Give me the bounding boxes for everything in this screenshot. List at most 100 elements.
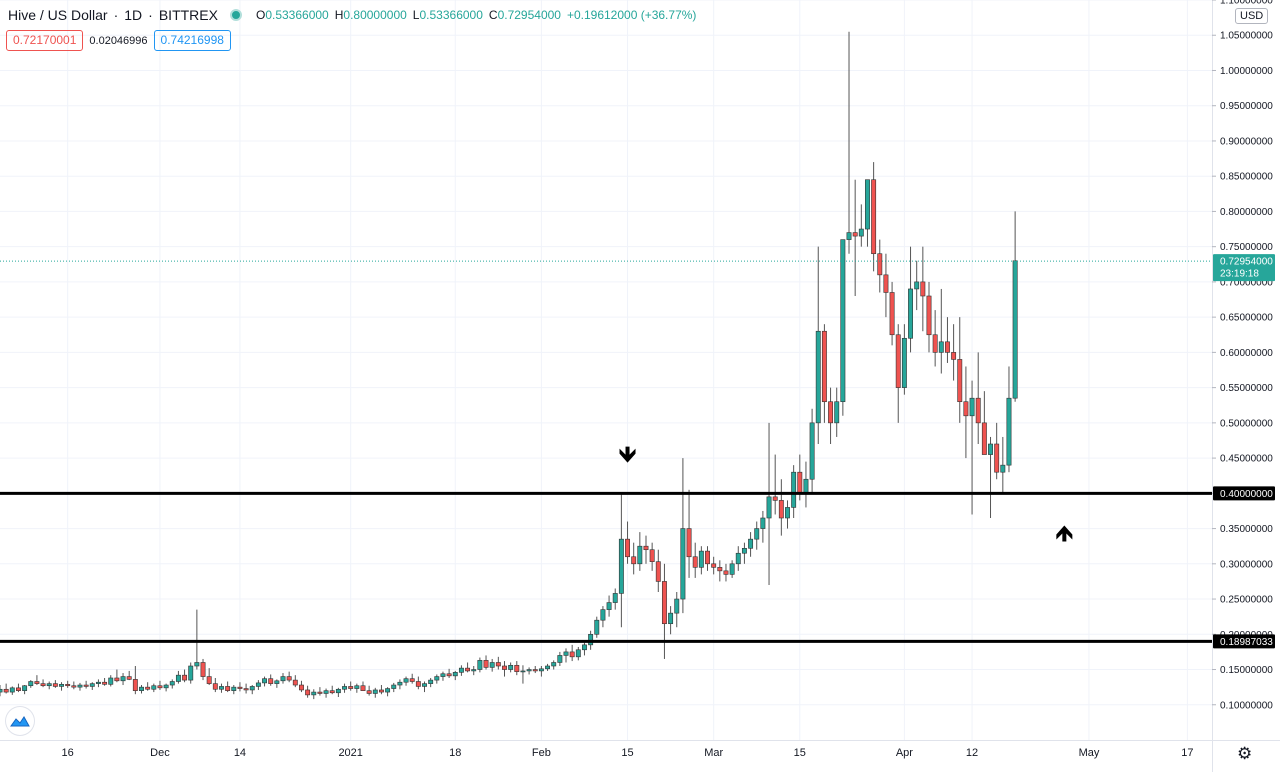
candle-up <box>754 521 760 550</box>
candle-body <box>618 538 624 594</box>
candle-body <box>520 670 526 673</box>
candle-body <box>631 556 637 565</box>
sell-price-box[interactable]: 0.72170001 <box>6 30 84 51</box>
candle-body <box>317 691 323 694</box>
horizontal-line-price-tag <box>1213 486 1275 501</box>
candle-body <box>582 644 587 651</box>
candle-body <box>206 676 212 684</box>
time-tick-label: 18 <box>449 747 461 759</box>
candle-down <box>625 521 630 564</box>
candle-body <box>760 517 766 529</box>
candle-body <box>22 685 28 691</box>
candle-body <box>378 689 384 693</box>
ohlc-low: L0.53366000 <box>413 8 483 22</box>
candle-up <box>422 681 427 693</box>
ohlc-low-label: L <box>412 8 420 22</box>
ohlc-close-value: 0.72954000 <box>497 8 561 22</box>
candle-body <box>157 685 163 689</box>
candle-down <box>348 681 354 691</box>
interval-label[interactable]: 1D <box>124 7 143 23</box>
candle-body <box>791 471 797 508</box>
candle-down <box>871 162 877 272</box>
candle-body <box>661 581 667 625</box>
candle-up <box>89 682 95 690</box>
price-tick-label: 0.50000000 <box>1220 418 1273 429</box>
candle-body <box>748 538 754 549</box>
time-tick-label: Apr <box>896 747 913 759</box>
candle-body <box>526 669 532 672</box>
candle-up <box>680 458 686 614</box>
candle-body <box>243 688 249 691</box>
candle-body <box>108 677 114 685</box>
candle-down <box>40 679 46 688</box>
logo-wave-icon <box>10 716 30 727</box>
candle-body <box>34 681 40 684</box>
candle-down <box>705 546 710 571</box>
currency-button[interactable]: USD <box>1235 8 1269 24</box>
candle-up <box>95 679 101 688</box>
candle-down <box>711 556 717 575</box>
candle-down <box>132 666 138 695</box>
candle-up <box>508 662 514 673</box>
candle-down <box>686 489 692 578</box>
candle-down <box>52 680 58 688</box>
candle-body <box>1012 260 1018 399</box>
candle-up <box>28 680 34 688</box>
candle-body <box>452 672 458 677</box>
candle-body <box>372 689 378 694</box>
candle-body <box>988 443 993 455</box>
candle-body <box>477 660 483 670</box>
symbol-separator: · <box>113 7 119 23</box>
candle-up <box>120 673 126 686</box>
ohlc-low-value: 0.53366000 <box>419 8 483 22</box>
candle-body <box>1006 397 1012 466</box>
price-tick-label: 0.80000000 <box>1220 207 1273 218</box>
candle-body <box>766 496 772 519</box>
time-tick-label: 14 <box>234 747 246 759</box>
candle-body <box>286 676 292 681</box>
candle-body <box>71 685 77 688</box>
candle-down <box>102 677 108 686</box>
time-tick-label: Dec <box>150 747 170 759</box>
exchange-label: BITTREX <box>158 7 218 23</box>
candle-body <box>28 681 34 687</box>
gear-icon[interactable]: ⚙ <box>1237 744 1253 763</box>
candle-body <box>963 401 969 417</box>
price-tick-label: 0.60000000 <box>1220 348 1273 359</box>
candle-up <box>452 670 458 681</box>
candle-body <box>249 686 255 691</box>
candle-up <box>280 673 286 684</box>
tradingview-logo-icon[interactable] <box>6 707 34 735</box>
candle-body <box>397 681 403 686</box>
buy-price-box[interactable]: 0.74216998 <box>153 30 231 51</box>
time-tick-label: 15 <box>794 747 806 759</box>
quote-row: 0.72170001 0.02046996 0.74216998 <box>6 30 231 51</box>
symbol-title[interactable]: Hive / US Dollar <box>8 7 108 23</box>
candle-up <box>594 616 600 638</box>
candle-body <box>612 593 618 603</box>
candle-down <box>286 671 292 683</box>
candle-up <box>440 671 446 681</box>
candle-up <box>791 465 797 518</box>
candle-down <box>649 542 655 571</box>
candle-body <box>268 678 274 684</box>
candle-up <box>477 657 483 673</box>
bar-countdown-label: 23:19:18 <box>1220 269 1259 280</box>
candle-body <box>563 651 569 656</box>
price-tick-label: 1.10000000 <box>1220 0 1273 7</box>
candle-up <box>803 461 809 508</box>
candle-down <box>852 179 858 296</box>
candle-body <box>126 676 132 680</box>
candle-down <box>415 676 421 690</box>
candle-down <box>661 563 667 659</box>
candle-body <box>797 471 803 494</box>
time-tick-label: May <box>1079 747 1100 759</box>
candle-body <box>711 563 717 568</box>
market-status-icon[interactable] <box>229 9 242 21</box>
candle-body <box>151 685 157 690</box>
candle-body <box>606 602 612 610</box>
candle-body <box>858 228 864 237</box>
candle-down <box>212 677 218 693</box>
candle-up <box>612 588 618 610</box>
